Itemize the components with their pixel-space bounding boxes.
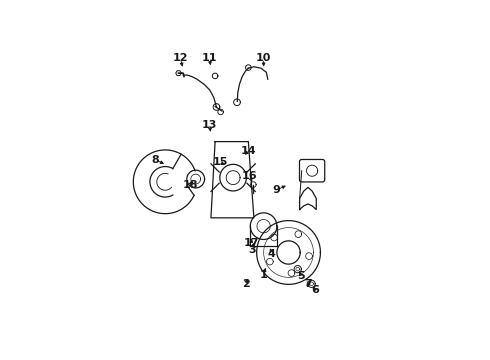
Text: 3: 3 [249,245,256,255]
Text: 12: 12 [172,53,188,63]
Text: 13: 13 [202,120,217,130]
Text: 10: 10 [256,53,271,63]
Text: 18: 18 [182,180,198,190]
Text: 17: 17 [244,238,259,248]
Text: 16: 16 [242,171,258,181]
Text: 14: 14 [241,146,256,156]
Text: 6: 6 [311,285,319,295]
Text: 8: 8 [151,155,159,165]
Text: 7: 7 [304,279,312,289]
Text: 4: 4 [268,249,276,259]
Text: 15: 15 [213,157,228,167]
Text: 1: 1 [260,270,268,280]
Text: 11: 11 [202,53,217,63]
Text: 2: 2 [242,279,249,289]
Text: 9: 9 [272,185,280,195]
Text: 5: 5 [297,271,305,281]
